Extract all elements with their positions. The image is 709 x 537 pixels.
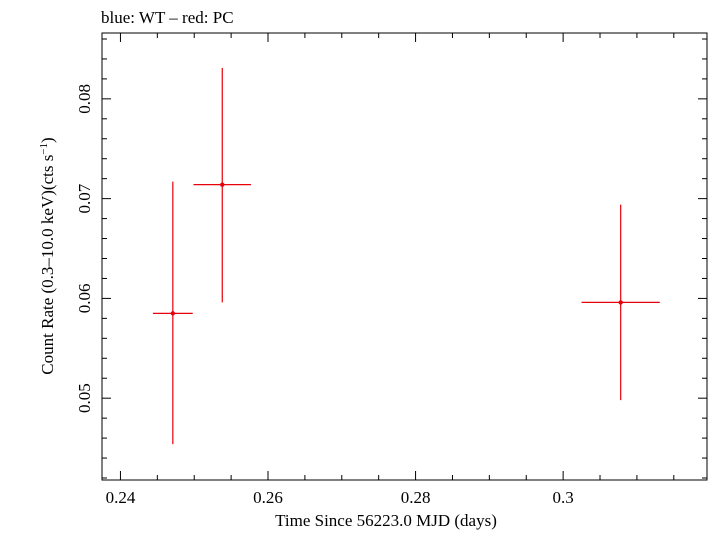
y-tick-label: 0.05 bbox=[75, 383, 94, 413]
data-marker bbox=[220, 182, 225, 187]
y-axis-label-main: Count Rate (0.3–10.0 keV)(cts s bbox=[38, 155, 57, 375]
chart-title: blue: WT – red: PC bbox=[101, 8, 234, 27]
x-tick-label: 0.26 bbox=[253, 488, 283, 507]
y-axis-label-superscript: −1 bbox=[38, 143, 50, 155]
data-marker bbox=[170, 311, 176, 316]
y-axis-label-tail: ) bbox=[38, 137, 57, 143]
data-point bbox=[581, 204, 660, 401]
y-tick-label: 0.07 bbox=[75, 183, 94, 213]
data-point bbox=[152, 181, 193, 445]
y-tick-label: 0.06 bbox=[75, 284, 94, 314]
x-tick-label: 0.24 bbox=[106, 488, 136, 507]
axis-layer: 0.24 0.26 0.28 0.3 0.05 0.06 0.07 0.08 bbox=[75, 33, 707, 507]
y-tick-label: 0.08 bbox=[75, 84, 94, 114]
data-point bbox=[193, 67, 252, 303]
plot-frame bbox=[101, 32, 708, 481]
x-tick-label: 0.3 bbox=[553, 488, 574, 507]
x-tick-label: 0.28 bbox=[401, 488, 431, 507]
data-layer bbox=[152, 67, 660, 445]
data-marker bbox=[618, 300, 623, 305]
x-axis-label: Time Since 56223.0 MJD (days) bbox=[275, 511, 497, 530]
y-axis-label: Count Rate (0.3–10.0 keV)(cts s−1) bbox=[38, 137, 57, 374]
